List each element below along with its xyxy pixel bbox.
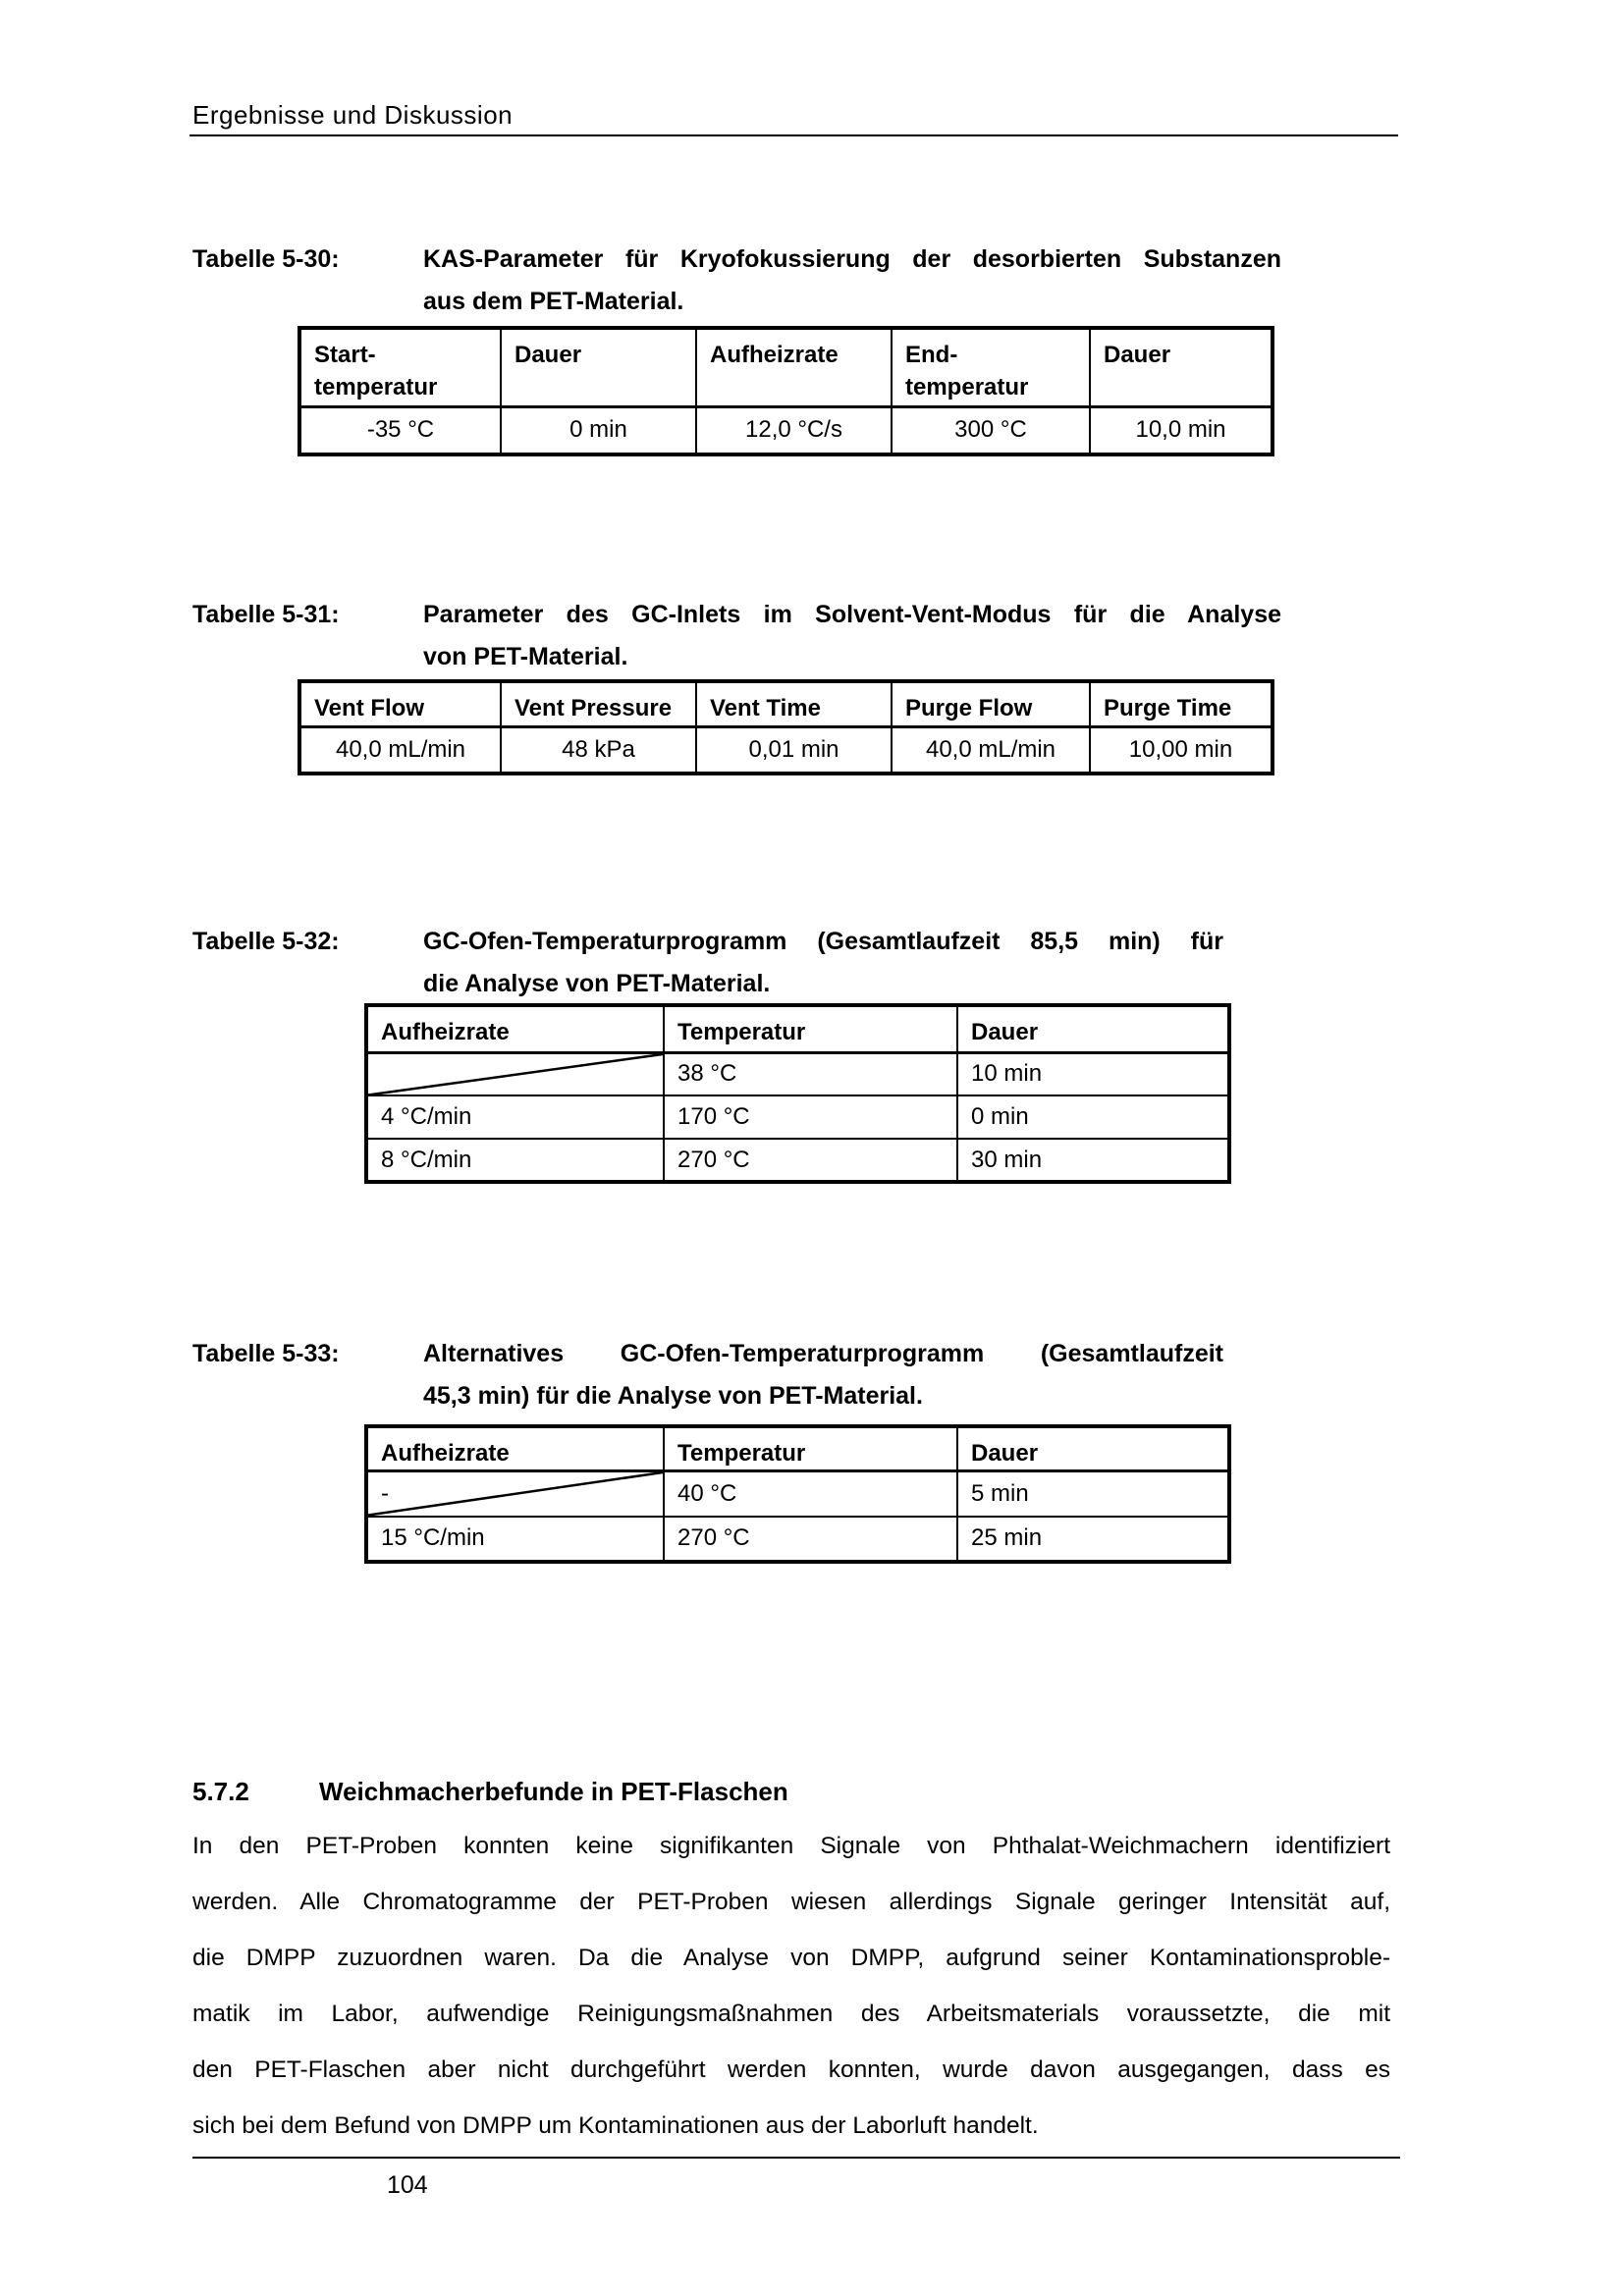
- caption-label: Tabelle 5-33:: [192, 1340, 340, 1367]
- alternatives-gc-ofen-programm-table: Aufheizrate Temperatur Dauer - 40 °C 5 m…: [364, 1424, 1231, 1564]
- page-number: 104: [387, 2171, 428, 2199]
- table-cell: 270 °C: [663, 1138, 958, 1183]
- table-header-row: Aufheizrate Temperatur Dauer: [365, 1425, 1230, 1472]
- table-cell: 10,00 min: [1089, 725, 1273, 774]
- column-header: Dauer: [956, 1425, 1230, 1472]
- table-row: 40,0 mL/min 48 kPa 0,01 min 40,0 mL/min …: [298, 725, 1273, 774]
- section-title: Weichmacherbefunde in PET-Flaschen: [319, 1777, 788, 1806]
- caption-line: Alternatives GC-Ofen-Temperaturprogramm …: [423, 1340, 1223, 1367]
- table-cell: 48 kPa: [500, 725, 697, 774]
- footer-rule: [192, 2157, 1400, 2159]
- table-cell: 12,0 °C/s: [695, 405, 893, 455]
- table-cell: 40 °C: [663, 1469, 958, 1518]
- caption-text: GC-Ofen-Temperaturprogramm (Gesamtlaufze…: [423, 921, 1223, 1005]
- table-cell-diagonal: -: [365, 1469, 665, 1518]
- column-header: Purge Time: [1089, 680, 1273, 728]
- table-cell: 25 min: [956, 1515, 1230, 1563]
- table-cell-diagonal: [365, 1051, 665, 1096]
- table-cell: 300 °C: [891, 405, 1091, 455]
- caption-label: Tabelle 5-32:: [192, 928, 340, 955]
- caption-table-5-32: Tabelle 5-32: GC-Ofen-Temperaturprogramm…: [192, 921, 1223, 1005]
- diagonal-strike-icon: [368, 1472, 663, 1516]
- column-header: Dauer: [1089, 327, 1273, 408]
- column-header: End-temperatur: [891, 327, 1091, 408]
- caption-line: 45,3 min) für die Analyse von PET-Materi…: [423, 1382, 923, 1410]
- table-cell: 40,0 mL/min: [298, 725, 502, 774]
- table-cell: -35 °C: [298, 405, 502, 455]
- gc-ofen-programm-table: Aufheizrate Temperatur Dauer 38 °C 10 mi…: [364, 1003, 1231, 1184]
- caption-table-5-33: Tabelle 5-33: Alternatives GC-Ofen-Tempe…: [192, 1333, 1223, 1417]
- table-row: 4 °C/min 170 °C 0 min: [365, 1095, 1230, 1140]
- table-cell: 10,0 min: [1089, 405, 1273, 455]
- table-cell: 270 °C: [663, 1515, 958, 1563]
- column-header: Aufheizrate: [365, 1425, 665, 1472]
- paragraph-line: werden. Alle Chromatogramme der PET-Prob…: [192, 1889, 1390, 1915]
- table-row: 8 °C/min 270 °C 30 min: [365, 1138, 1230, 1183]
- table-row: - 40 °C 5 min: [365, 1469, 1230, 1518]
- diagonal-strike-icon: [368, 1054, 663, 1095]
- caption-label: Tabelle 5-31:: [192, 601, 340, 628]
- column-header: Start-temperatur: [298, 327, 502, 408]
- table-cell: 0,01 min: [695, 725, 893, 774]
- section-heading: 5.7.2 Weichmacherbefunde in PET-Flaschen: [192, 1777, 788, 1807]
- column-header: Temperatur: [663, 1004, 958, 1054]
- table-cell: 8 °C/min: [365, 1138, 665, 1183]
- caption-table-5-30: Tabelle 5-30: KAS-Parameter für Kryofoku…: [192, 239, 1281, 323]
- table-cell: 170 °C: [663, 1095, 958, 1140]
- column-header: Vent Pressure: [500, 680, 697, 728]
- column-header: Vent Time: [695, 680, 893, 728]
- paragraph-line: In den PET-Proben konnten keine signifik…: [192, 1833, 1390, 1859]
- caption-line: die Analyse von PET-Material.: [423, 970, 771, 997]
- table-cell: 30 min: [956, 1138, 1230, 1183]
- paragraph-line: die DMPP zuzuordnen waren. Da die Analys…: [192, 1945, 1390, 1971]
- caption-text: Alternatives GC-Ofen-Temperaturprogramm …: [423, 1333, 1223, 1417]
- table-row: 38 °C 10 min: [365, 1051, 1230, 1096]
- caption-text: KAS-Parameter für Kryofokussierung der d…: [423, 239, 1281, 323]
- table-cell: 10 min: [956, 1051, 1230, 1096]
- column-header: Temperatur: [663, 1425, 958, 1472]
- body-paragraph: In den PET-Proben konnten keine signifik…: [192, 1818, 1390, 2154]
- caption-line: GC-Ofen-Temperaturprogramm (Gesamtlaufze…: [423, 928, 1223, 955]
- caption-line: Parameter des GC-Inlets im Solvent-Vent-…: [423, 601, 1281, 628]
- table-row: -35 °C 0 min 12,0 °C/s 300 °C 10,0 min: [298, 405, 1273, 455]
- table-cell: 15 °C/min: [365, 1515, 665, 1563]
- column-header: Dauer: [956, 1004, 1230, 1054]
- column-header: Dauer: [500, 327, 697, 408]
- caption-table-5-31: Tabelle 5-31: Parameter des GC-Inlets im…: [192, 594, 1281, 678]
- caption-line: KAS-Parameter für Kryofokussierung der d…: [423, 245, 1281, 273]
- running-header: Ergebnisse und Diskussion: [192, 100, 514, 130]
- table-header-row: Aufheizrate Temperatur Dauer: [365, 1004, 1230, 1054]
- table-cell: 0 min: [956, 1095, 1230, 1140]
- caption-line: von PET-Material.: [423, 643, 628, 670]
- paragraph-line: den PET-Flaschen aber nicht durchgeführt…: [192, 2056, 1390, 2083]
- caption-text: Parameter des GC-Inlets im Solvent-Vent-…: [423, 594, 1281, 678]
- header-rule: [189, 134, 1398, 136]
- column-header: Purge Flow: [891, 680, 1091, 728]
- table-cell: 38 °C: [663, 1051, 958, 1096]
- section-number: 5.7.2: [192, 1777, 249, 1806]
- table-header-row: Start-temperatur Dauer Aufheizrate End-t…: [298, 327, 1273, 408]
- caption-label: Tabelle 5-30:: [192, 245, 340, 273]
- table-header-row: Vent Flow Vent Pressure Vent Time Purge …: [298, 680, 1273, 728]
- caption-line: aus dem PET-Material.: [423, 288, 684, 315]
- table-cell: 5 min: [956, 1469, 1230, 1518]
- column-header: Vent Flow: [298, 680, 502, 728]
- table-cell: 4 °C/min: [365, 1095, 665, 1140]
- paragraph-line: matik im Labor, aufwendige Reinigungsmaß…: [192, 2001, 1390, 2027]
- table-cell: 0 min: [500, 405, 697, 455]
- kas-parameter-table: Start-temperatur Dauer Aufheizrate End-t…: [298, 326, 1274, 456]
- gc-inlet-table: Vent Flow Vent Pressure Vent Time Purge …: [298, 679, 1274, 775]
- column-header: Aufheizrate: [695, 327, 893, 408]
- table-row: 15 °C/min 270 °C 25 min: [365, 1515, 1230, 1563]
- paragraph-line: sich bei dem Befund von DMPP um Kontamin…: [192, 2112, 1039, 2139]
- table-cell: 40,0 mL/min: [891, 725, 1091, 774]
- column-header: Aufheizrate: [365, 1004, 665, 1054]
